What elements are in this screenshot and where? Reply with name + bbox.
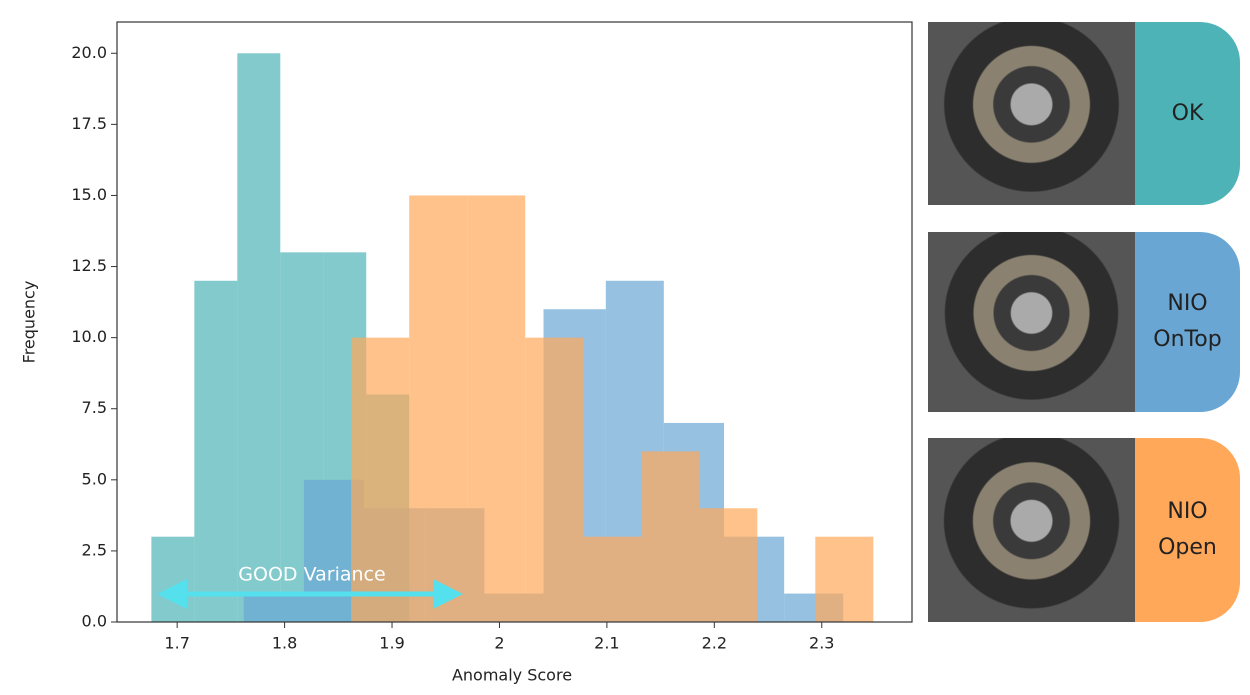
x-tick-label: 1.7 <box>164 634 189 653</box>
part-photo <box>928 22 1135 205</box>
chart: Anomaly Score Frequency 0.0 2.5 5.0 7.5 10.0… <box>20 21 913 685</box>
x-tick-label: 1.8 <box>272 634 297 653</box>
histogram-bar <box>194 280 238 622</box>
x-tick-label: 1.9 <box>379 634 404 653</box>
x-tick-label: 2 <box>494 634 504 653</box>
annotation: GOOD Variance <box>238 564 385 586</box>
legend-panel: NIO Open <box>928 438 1240 622</box>
y-tick-label: 10.0 <box>71 327 107 346</box>
y-tick-label: 12.5 <box>71 256 107 275</box>
y-axis-label: Frequency <box>20 281 39 364</box>
histogram-bar <box>583 536 642 622</box>
histogram-bar <box>243 593 304 622</box>
part-photo <box>928 232 1135 412</box>
x-tick-label: 2.3 <box>809 634 834 653</box>
legend-label: NIO Open <box>1135 438 1240 622</box>
x-tick-label: 2.2 <box>702 634 727 653</box>
y-tick-label: 15.0 <box>71 185 107 204</box>
y-tick-label: 2.5 <box>82 540 107 559</box>
histogram-bar <box>409 195 468 622</box>
y-tick-label: 7.5 <box>82 398 107 417</box>
histogram-bar <box>641 451 700 622</box>
histogram-bar <box>699 508 758 622</box>
histogram-bar <box>151 536 195 622</box>
legend-panel: OK <box>928 22 1240 205</box>
legend-label: NIO OnTop <box>1135 232 1240 412</box>
y-tick-label: 5.0 <box>82 469 107 488</box>
y-tick-label: 17.5 <box>71 114 107 133</box>
x-axis-label: Anomaly Score <box>452 666 572 685</box>
histogram-bar <box>351 337 410 622</box>
histogram-bar <box>467 195 526 622</box>
y-tick-label: 20.0 <box>71 43 107 62</box>
plot-frame <box>116 21 913 623</box>
legend-label: OK <box>1135 22 1240 205</box>
histogram-bar <box>525 337 584 622</box>
x-tick-label: 2.1 <box>594 634 619 653</box>
legend-panel: NIO OnTop <box>928 232 1240 412</box>
y-tick-label: 0.0 <box>82 612 107 631</box>
part-photo <box>928 438 1135 622</box>
histogram-bar <box>237 53 281 623</box>
histogram-bar <box>815 536 874 622</box>
